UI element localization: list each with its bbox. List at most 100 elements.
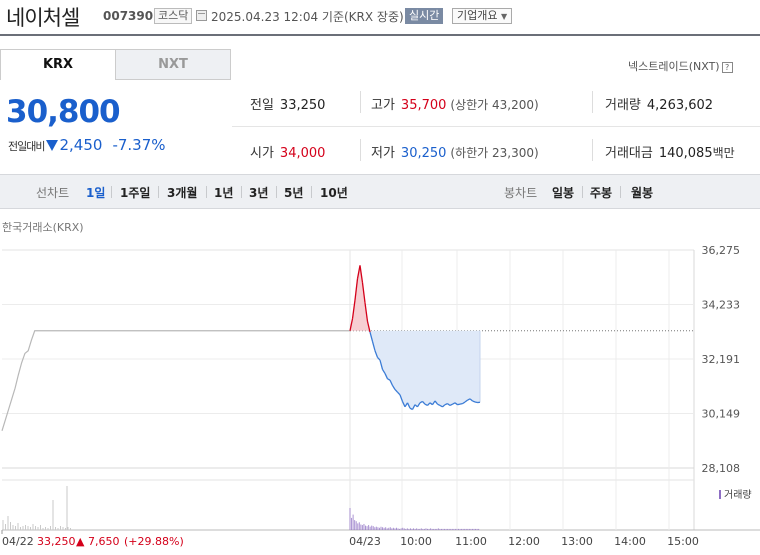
divider: [241, 186, 242, 198]
price-segment: [354, 278, 359, 301]
price-segment: [444, 403, 448, 406]
period-3m[interactable]: 3개월: [167, 186, 198, 200]
price-segment: [364, 302, 369, 322]
price-segment: [472, 400, 476, 403]
stat-low: 저가 30,250 (하한가 23,300): [371, 142, 539, 161]
divider: [111, 186, 112, 198]
price-segment: [419, 400, 423, 404]
price-segment: [459, 402, 463, 405]
footer-change-pct: (+29.88%): [124, 535, 184, 548]
stat-sub: (하한가 23,300): [450, 146, 539, 160]
chevron-down-icon: ▼: [500, 12, 508, 21]
price-segment: [381, 369, 386, 374]
candle-chart-label: 봉차트: [504, 186, 538, 200]
y-tick-label: 30,149: [702, 408, 741, 421]
stat-open: 시가 34,000: [250, 142, 325, 161]
y-tick-label: 36,275: [702, 244, 741, 257]
price-segment: [454, 402, 458, 406]
price-change: 전일대비 2,450 -7.37%: [8, 136, 166, 154]
divider: [620, 186, 621, 198]
help-icon[interactable]: ?: [721, 61, 733, 73]
stat-label: 고가: [371, 98, 395, 113]
price-segment: [437, 403, 441, 407]
period-10y[interactable]: 10년: [320, 186, 348, 200]
period-daily-candle[interactable]: 일봉: [552, 186, 575, 200]
period-1w[interactable]: 1주일: [120, 186, 151, 200]
stat-label: 시가: [250, 146, 274, 161]
price-segment: [474, 401, 478, 404]
footer-close: 33,250: [37, 535, 76, 548]
price-segment: [351, 299, 356, 319]
line-chart-label: 선차트: [36, 186, 70, 200]
divider: [582, 186, 583, 198]
volume-swatch: [719, 490, 721, 499]
period-monthly-candle[interactable]: 월봉: [631, 186, 654, 200]
divider: [592, 91, 593, 113]
x-tick-label: 15:00: [667, 535, 699, 548]
price-segment: [359, 265, 364, 283]
price-segment: [411, 404, 416, 410]
stat-sub: (상한가 43,200): [450, 98, 539, 112]
chart-period-bar: 선차트 1일 1주일 3개월 1년 3년 5년 10년 봉차트 일봉 주봉 월봉: [0, 174, 760, 209]
volume-bars: [2, 486, 480, 530]
stat-label: 전일: [250, 98, 274, 113]
footer-change: ▲ 7,650: [76, 535, 119, 548]
stat-value: 33,250: [279, 98, 326, 113]
realtime-button[interactable]: 실시간: [405, 8, 444, 24]
divider: [311, 186, 312, 198]
volume-legend: 거래량: [719, 486, 752, 501]
nxt-link[interactable]: 넥스트레이드(NXT)?: [628, 58, 733, 74]
divider: [360, 139, 361, 161]
down-area: [350, 330, 480, 410]
price-segment: [462, 401, 466, 405]
company-overview-button[interactable]: 기업개요 ▼: [452, 8, 513, 24]
tab-krx[interactable]: KRX: [0, 49, 116, 80]
price-segment: [422, 401, 426, 405]
period-5y[interactable]: 5년: [284, 186, 304, 200]
market-badge: 코스닥: [154, 8, 193, 24]
stat-unit: 백만: [712, 146, 735, 160]
stat-prev-close: 전일 33,250: [250, 94, 325, 113]
price-segment: [464, 399, 468, 403]
x-tick-label: 11:00: [455, 535, 487, 548]
period-weekly-candle[interactable]: 주봉: [590, 186, 613, 200]
change-percent: -7.37%: [112, 136, 166, 154]
y-tick-label: 28,108: [702, 462, 741, 475]
price-segment: [449, 403, 453, 407]
x-tick-label: 10:00: [400, 535, 432, 548]
period-3y[interactable]: 3년: [249, 186, 269, 200]
price-segment: [404, 402, 409, 408]
price-segment: [387, 378, 391, 381]
price-segment: [397, 391, 401, 396]
stock-header: 네이처셀 007390 코스닥 2025.04.23 12:04 기준(KRX …: [0, 0, 760, 36]
price-segment: [439, 404, 443, 408]
stat-value: 30,250: [400, 146, 447, 161]
x-tick-label: 04/22: [2, 535, 34, 548]
market-tabs: KRX NXT: [0, 49, 231, 80]
stat-label: 거래량: [605, 98, 641, 113]
price-segment: [409, 407, 413, 411]
price-segment: [371, 341, 376, 351]
price-segment: [467, 398, 471, 401]
tab-nxt[interactable]: NXT: [115, 49, 231, 80]
price-segment: [399, 394, 404, 402]
stat-high: 고가 35,700 (상한가 43,200): [371, 94, 539, 113]
period-1y[interactable]: 1년: [214, 186, 234, 200]
price-segment: [374, 350, 379, 358]
stat-label: 저가: [371, 146, 395, 161]
divider: [592, 139, 593, 161]
price-segment: [356, 265, 361, 279]
price-segment: [384, 373, 389, 380]
stock-code: 007390: [103, 9, 154, 23]
chart-grid: [1, 249, 760, 534]
price-segment: [379, 359, 384, 370]
x-tick-label: 14:00: [614, 535, 646, 548]
x-tick-label: 12:00: [508, 535, 540, 548]
divider: [158, 186, 159, 198]
period-1d[interactable]: 1일: [86, 186, 106, 200]
price-segment: [434, 400, 439, 405]
price-segment: [389, 379, 394, 386]
price-segment: [401, 401, 406, 408]
prev-day-line: [1, 330, 38, 432]
